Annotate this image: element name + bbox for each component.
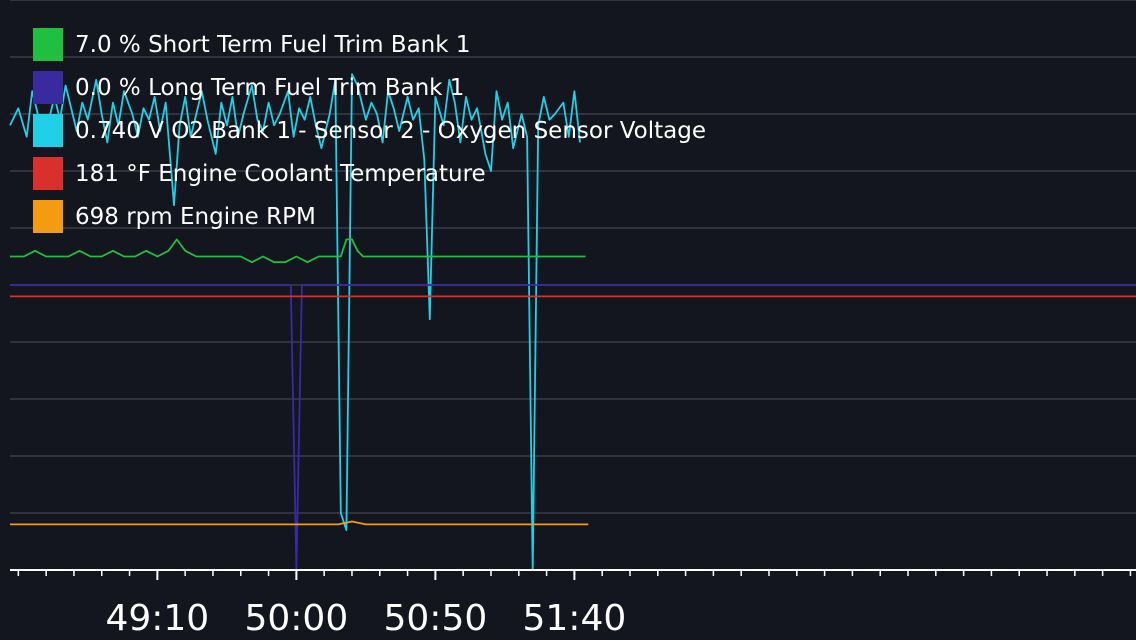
legend-label-stft: 7.0 % Short Term Fuel Trim Bank 1 (75, 32, 471, 58)
legend-value-rpm: 698 (75, 203, 119, 230)
legend-item-rpm: 698 rpm Engine RPM (33, 195, 706, 238)
legend-swatch-ltft (33, 71, 63, 104)
series-line-ltft (10, 284, 1136, 571)
series-line-o2 (9, 73, 581, 571)
legend-swatch-coolant (33, 157, 63, 190)
series-line-stft (10, 238, 586, 264)
legend-label-o2: 0.740 V O2 Bank 1 - Sensor 2 - Oxygen Se… (75, 118, 706, 144)
legend-name-stft: Short Term Fuel Trim Bank 1 (148, 31, 471, 58)
legend-value-o2: 0.740 (75, 117, 141, 144)
x-tick-label: 50:00 (244, 598, 348, 639)
x-tick-label: 49:10 (105, 598, 209, 639)
legend-item-coolant: 181 °F Engine Coolant Temperature (33, 152, 706, 195)
legend-unit-rpm: rpm (126, 203, 173, 230)
legend-name-o2: O2 Bank 1 - Sensor 2 - Oxygen Sensor Vol… (171, 117, 706, 144)
legend: 7.0 % Short Term Fuel Trim Bank 1 0.0 % … (33, 23, 706, 238)
legend-unit-o2: V (148, 117, 164, 144)
legend-unit-ltft: % (118, 74, 141, 101)
legend-label-rpm: 698 rpm Engine RPM (75, 204, 316, 230)
legend-unit-coolant: °F (126, 160, 151, 187)
legend-label-coolant: 181 °F Engine Coolant Temperature (75, 161, 486, 187)
legend-value-ltft: 0.0 (75, 74, 112, 101)
legend-value-stft: 7.0 (75, 31, 112, 58)
x-axis: 49:10 50:00 50:50 51:40 (10, 569, 1136, 639)
x-tick-label: 51:40 (523, 598, 627, 639)
x-tick-label: 50:50 (384, 598, 488, 639)
legend-name-ltft: Long Term Fuel Trim Bank 1 (148, 74, 465, 101)
legend-name-rpm: Engine RPM (180, 203, 316, 230)
series-line-rpm (10, 520, 589, 526)
legend-item-ltft: 0.0 % Long Term Fuel Trim Bank 1 (33, 66, 706, 109)
legend-item-o2: 0.740 V O2 Bank 1 - Sensor 2 - Oxygen Se… (33, 109, 706, 152)
legend-swatch-o2 (33, 114, 63, 147)
legend-name-coolant: Engine Coolant Temperature (158, 160, 486, 187)
legend-unit-stft: % (118, 31, 141, 58)
legend-item-stft: 7.0 % Short Term Fuel Trim Bank 1 (33, 23, 706, 66)
legend-value-coolant: 181 (75, 160, 119, 187)
legend-swatch-stft (33, 28, 63, 61)
legend-swatch-rpm (33, 200, 63, 233)
legend-label-ltft: 0.0 % Long Term Fuel Trim Bank 1 (75, 75, 464, 101)
series-lines (9, 73, 1136, 571)
